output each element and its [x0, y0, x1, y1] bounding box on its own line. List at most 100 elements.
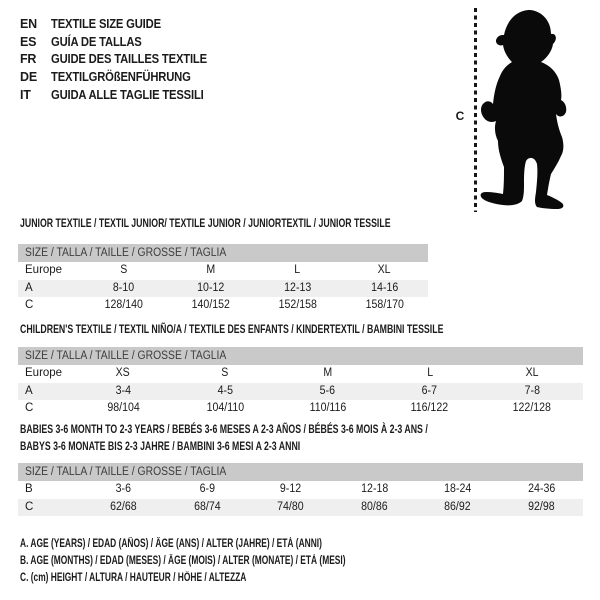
size-value-text: 110/116	[309, 402, 346, 414]
footnote-text: C. (cm) HEIGHT / ALTURA / HAUTEUR / HÖHE…	[20, 572, 247, 584]
size-value-cell: 7-8	[481, 383, 583, 401]
language-title-text: GUIDE DES TAILLES TEXTILE	[51, 52, 207, 67]
size-value-cell: 158/170	[341, 297, 428, 315]
size-value-text: 12-13	[283, 281, 312, 294]
language-code: IT	[20, 87, 31, 102]
footnote-line: C. (cm) HEIGHT / ALTURA / HAUTEUR / HÖHE…	[20, 570, 466, 587]
row-label: C	[25, 500, 34, 513]
size-value-text: 9-12	[280, 483, 302, 495]
size-value-cell: 14-16	[341, 280, 428, 298]
size-value-cell: 92/98	[500, 499, 584, 517]
size-value-text: 158/170	[365, 299, 404, 311]
babies-table-title-line2: BABYS 3-6 MONATE BIS 2-3 JAHRE / BAMBINI…	[20, 439, 301, 453]
size-value-text: XL	[525, 367, 539, 379]
size-value-text: M	[206, 264, 215, 276]
language-row: DE TEXTILGRÖßENFÜHRUNG	[20, 68, 224, 86]
size-value-text: 7-8	[524, 384, 540, 397]
size-value-text: 3-6	[116, 483, 132, 495]
junior-table-title: JUNIOR TEXTILE / TEXTIL JUNIOR/ TEXTILE …	[20, 215, 528, 232]
language-title-text: TEXTILE SIZE GUIDE	[51, 16, 161, 31]
size-value-text: 6-7	[422, 384, 438, 397]
size-header-bar: SIZE / TALLA / TAILLE / GRÖSSE / TAGLIA	[18, 463, 583, 481]
size-value-text: 152/158	[278, 299, 317, 311]
footnote-text: B. AGE (MONTHS) / EDAD (MESES) / ÂGE (MO…	[20, 555, 346, 567]
size-value-text: 68/74	[194, 500, 221, 513]
size-value-text: 3-4	[115, 384, 131, 397]
baby-silhouette-icon	[480, 10, 567, 209]
size-value-text: 140/152	[191, 299, 230, 311]
size-value-cell: 98/104	[72, 400, 174, 418]
size-value-text: XL	[378, 264, 391, 276]
size-value-cell: 3-4	[72, 383, 174, 401]
language-title: GUIDA ALLE TAGLIE TESSILI	[51, 88, 221, 102]
size-value-text: 5-6	[319, 384, 336, 397]
size-value-text: 104/110	[206, 402, 245, 414]
size-value-cell: 62/68	[82, 499, 166, 517]
size-value-text: 10-12	[196, 281, 225, 294]
size-value-cell: 68/74	[166, 499, 250, 517]
size-value-text: 24-36	[527, 483, 555, 495]
size-value-text: 6-9	[199, 483, 215, 495]
babies-table-title: BABIES 3-6 MONTH TO 2-3 YEARS / BEBÉS 3-…	[20, 421, 579, 455]
size-value-cell: S	[174, 365, 276, 383]
size-value-cell: 18-24	[416, 481, 500, 499]
children-table-rows: Europe XS S M L XL A 3-4 4-5 5-6 6-7 7-8 C 98/104 104/…	[18, 365, 583, 418]
language-code: DE	[20, 69, 37, 84]
size-header-text: SIZE / TALLA / TAILLE / GRÖSSE / TAGLIA	[25, 350, 227, 362]
size-value-cell: 6-9	[166, 481, 250, 499]
size-value-cell: M	[167, 262, 254, 280]
size-value-text: 122/128	[512, 402, 552, 414]
size-value-text: 14-16	[370, 281, 399, 294]
size-value-text: 8-10	[112, 281, 135, 294]
size-value-text: L	[426, 367, 433, 379]
size-value-cell: XS	[72, 365, 174, 383]
size-value-cell: 4-5	[174, 383, 276, 401]
row-label: B	[25, 483, 33, 495]
size-value-cell: 9-12	[249, 481, 333, 499]
size-value-cell: 140/152	[167, 297, 254, 315]
size-value-text: M	[323, 367, 332, 379]
language-title-text: GUIDA ALLE TAGLIE TESSILI	[51, 87, 204, 102]
height-measure-dashed-line	[474, 8, 477, 212]
table-row: C 98/104 104/110 110/116 116/122 122/128	[18, 400, 583, 418]
size-value-cell: 12-18	[333, 481, 417, 499]
size-value-cell: 110/116	[276, 400, 378, 418]
footnote-list: A. AGE (YEARS) / EDAD (AÑOS) / ÂGE (ANS)…	[20, 536, 466, 587]
size-value-cell: 6-7	[379, 383, 481, 401]
children-table-title-text: CHILDREN'S TEXTILE / TEXTIL NIÑO/A / TEX…	[20, 322, 444, 336]
size-value-cell: 128/140	[80, 297, 167, 315]
size-value-cell: 152/158	[254, 297, 341, 315]
language-title-list: EN TEXTILE SIZE GUIDE ES GUÍA DE TALLAS FR GU…	[20, 15, 224, 103]
junior-table-rows: Europe S M L XL A 8-10 10-12 12-13 14-16 C 128/140 1…	[18, 262, 428, 315]
footnote-text: A. AGE (YEARS) / EDAD (AÑOS) / ÂGE (ANS)…	[20, 538, 322, 550]
size-value-cell: 74/80	[249, 499, 333, 517]
footnote-line: B. AGE (MONTHS) / EDAD (MESES) / ÂGE (MO…	[20, 553, 466, 570]
size-value-text: 128/140	[104, 299, 143, 311]
language-title: TEXTILGRÖßENFÜHRUNG	[51, 70, 206, 84]
row-label: A	[25, 384, 33, 397]
size-value-text: L	[294, 264, 301, 276]
table-row: A 3-4 4-5 5-6 6-7 7-8	[18, 382, 583, 401]
size-value-cell: L	[379, 365, 481, 383]
children-table-title: CHILDREN'S TEXTILE / TEXTIL NIÑO/A / TEX…	[20, 321, 600, 338]
language-title: GUIDE DES TAILLES TEXTILE	[51, 52, 224, 66]
size-value-text: 18-24	[444, 483, 472, 495]
size-header-bar: SIZE / TALLA / TAILLE / GRÖSSE / TAGLIA	[18, 347, 583, 365]
babies-size-table: SIZE / TALLA / TAILLE / GRÖSSE / TAGLIA …	[18, 463, 583, 516]
size-value-cell: XL	[341, 262, 428, 280]
size-value-cell: 80/86	[333, 499, 417, 517]
size-header-text: SIZE / TALLA / TAILLE / GRÖSSE / TAGLIA	[25, 247, 227, 259]
size-value-text: 80/86	[361, 500, 388, 513]
size-value-text: 86/92	[444, 500, 471, 513]
table-row: Europe XS S M L XL	[18, 365, 583, 383]
size-value-cell: 12-13	[254, 280, 341, 298]
babies-table-rows: B 3-6 6-9 9-12 12-18 18-24 24-36 C 62/68 68/74 74/…	[18, 481, 583, 516]
size-value-cell: 104/110	[174, 400, 276, 418]
row-label: Europe	[25, 367, 63, 379]
table-row: Europe S M L XL	[18, 262, 428, 280]
size-value-cell: 122/128	[481, 400, 583, 418]
size-value-text: 116/122	[410, 402, 449, 414]
size-value-text: 12-18	[360, 483, 388, 495]
size-value-cell: 86/92	[416, 499, 500, 517]
